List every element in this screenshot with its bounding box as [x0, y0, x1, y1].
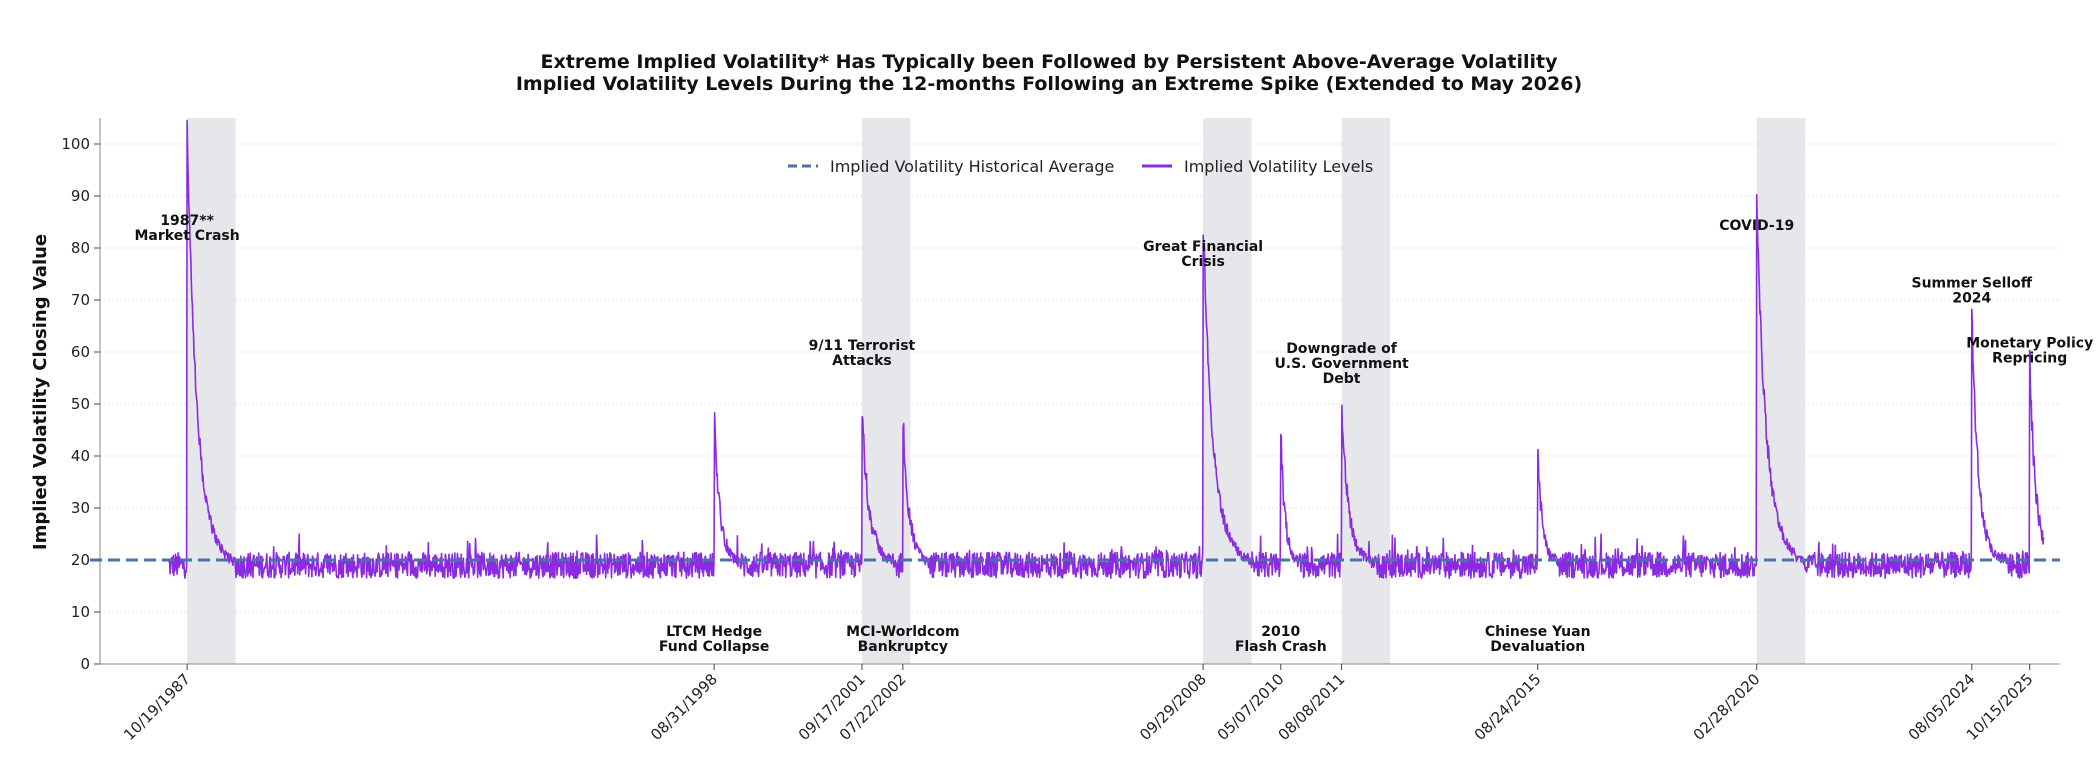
- annotation-10-line-1: Repricing: [1992, 350, 2067, 366]
- shaded-period-0: [187, 118, 236, 664]
- annotation-4-line-1: Crisis: [1181, 254, 1224, 270]
- shaded-period-3: [1341, 118, 1391, 664]
- x-tick-label-4: 09/29/2008: [1136, 670, 1210, 744]
- y-axis-label: Implied Volatility Closing Value: [30, 234, 51, 550]
- annotation-2-line-0: 9/11 Terrorist: [809, 338, 916, 354]
- y-tick-label-60: 60: [71, 343, 90, 361]
- x-tick-label-8: 02/28/2020: [1690, 670, 1764, 744]
- annotation-9-line-1: 2024: [1952, 291, 1991, 307]
- annotation-10-line-0: Monetary Policy: [1966, 335, 2093, 351]
- x-tick-label-0: 10/19/1987: [120, 670, 194, 744]
- y-tick-label-10: 10: [71, 603, 90, 621]
- annotation-1-line-0: LTCM Hedge: [666, 624, 762, 640]
- x-tick-labels: 10/19/1987 08/31/1998 09/17/200107/22/2002…: [120, 664, 2037, 744]
- y-tick-label-80: 80: [71, 239, 90, 257]
- annotation-4-line-0: Great Financial: [1143, 239, 1263, 255]
- y-tick-label-90: 90: [71, 187, 90, 205]
- y-tick-label-50: 50: [71, 395, 90, 413]
- annotation-7-line-1: Devaluation: [1490, 639, 1585, 655]
- legend-average-label: Implied Volatility Historical Average: [830, 157, 1114, 176]
- chart-title: Extreme Implied Volatility* Has Typicall…: [541, 51, 1559, 73]
- annotation-5-line-1: Flash Crash: [1235, 639, 1327, 655]
- axes: [99, 118, 2060, 665]
- annotation-8: COVID-19: [1719, 218, 1794, 234]
- annotation-6-line-1: U.S. Government: [1274, 356, 1409, 372]
- y-tick-label-0: 0: [80, 655, 90, 673]
- legend-series-label: Implied Volatility Levels: [1184, 157, 1373, 176]
- y-tick-label-20: 20: [71, 551, 90, 569]
- annotation-0-line-1: Market Crash: [135, 228, 240, 244]
- y-tick-label-30: 30: [71, 499, 90, 517]
- annotation-3-line-0: MCI-Worldcom: [846, 624, 959, 640]
- chart-subtitle: Implied Volatility Levels During the 12-…: [516, 73, 1582, 95]
- shaded-period-1: [861, 118, 911, 664]
- y-tick-label-40: 40: [71, 447, 90, 465]
- annotation-3-line-1: Bankruptcy: [858, 639, 948, 655]
- annotation-9-line-0: Summer Selloff: [1912, 276, 2033, 292]
- implied-volatility-line: [167, 119, 2045, 579]
- legend: Implied Volatility Historical Average Im…: [788, 157, 1373, 176]
- annotation-0: 1987**Market Crash: [135, 213, 240, 244]
- shaded-period-2: [1203, 118, 1252, 664]
- y-tick-label-100: 100: [61, 135, 90, 153]
- x-tick-label-1: 08/31/1998: [647, 670, 721, 744]
- annotation-1-line-1: Fund Collapse: [659, 639, 769, 655]
- annotation-6-line-2: Debt: [1323, 371, 1361, 387]
- annotation-7-line-0: Chinese Yuan: [1485, 624, 1591, 640]
- x-tick-label-7: 08/24/2015: [1471, 670, 1545, 744]
- annotation-8-line-0: COVID-19: [1719, 218, 1794, 234]
- shaded-periods: [187, 118, 1806, 664]
- annotation-2-line-1: Attacks: [832, 353, 892, 369]
- annotation-5-line-0: 2010: [1261, 624, 1300, 640]
- annotation-6-line-0: Downgrade of: [1286, 341, 1398, 357]
- y-tick-label-70: 70: [71, 291, 90, 309]
- annotation-0-line-0: 1987**: [160, 213, 214, 229]
- y-tick-labels: 0 10 20 30 40 50 60 70 80 90 100: [61, 135, 100, 673]
